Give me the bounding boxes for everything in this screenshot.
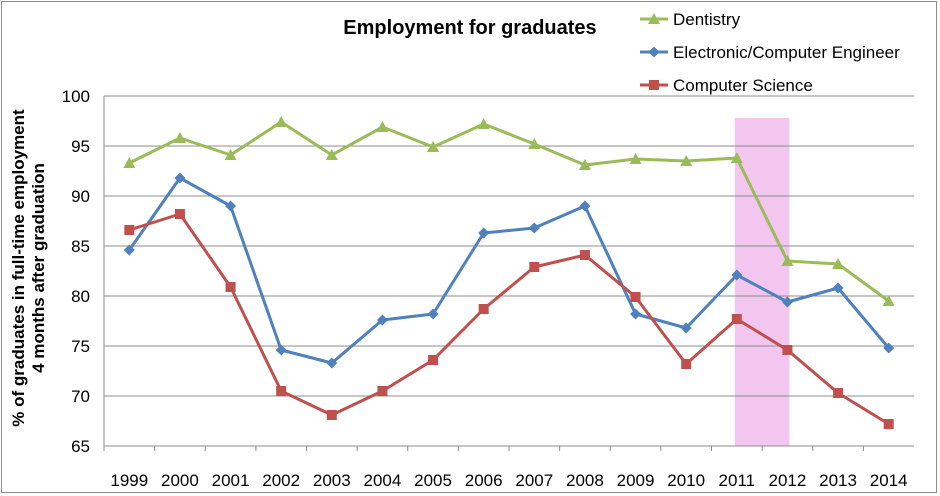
data-point-1 — [275, 344, 287, 356]
x-tick-label: 2003 — [313, 471, 351, 490]
data-point-0 — [882, 295, 895, 306]
x-tick-label: 2006 — [465, 471, 503, 490]
y-tick-label: 65 — [71, 437, 90, 456]
series-line-0 — [128, 120, 890, 303]
x-tick-label: 2001 — [212, 471, 250, 490]
data-point-2 — [225, 282, 236, 292]
data-point-1 — [326, 357, 338, 369]
data-point-0 — [781, 255, 794, 266]
data-point-0 — [832, 258, 845, 269]
y-axis-label-line1: % of graduates in full-time employment — [9, 109, 28, 427]
data-point-0 — [325, 149, 338, 160]
x-tick-label: 2000 — [161, 471, 199, 490]
chart-title: Employment for graduates — [343, 17, 596, 39]
data-point-2 — [579, 250, 590, 260]
data-point-0 — [528, 138, 541, 149]
highlight-band — [734, 118, 790, 446]
legend-label: Computer Science — [673, 76, 813, 95]
data-point-1 — [225, 200, 237, 212]
y-tick-label: 100 — [62, 87, 90, 106]
y-tick-label: 90 — [71, 187, 90, 206]
data-point-2 — [529, 262, 540, 272]
x-tick-label: 2002 — [262, 471, 300, 490]
x-tick-label: 2008 — [566, 471, 604, 490]
data-point-1 — [427, 308, 439, 320]
y-axis-label-line2: 4 months after graduation — [29, 163, 48, 373]
y-tick-label: 70 — [71, 387, 90, 406]
data-point-2 — [731, 314, 742, 324]
data-point-1 — [883, 342, 895, 354]
data-point-2 — [478, 304, 489, 314]
y-tick-label: 85 — [71, 237, 90, 256]
data-point-0 — [123, 157, 136, 168]
x-tick-label: 2013 — [819, 471, 857, 490]
legend-marker — [649, 80, 659, 90]
x-tick-label: 2005 — [414, 471, 452, 490]
data-point-0 — [224, 149, 237, 160]
data-point-0 — [477, 118, 490, 129]
data-point-2 — [124, 225, 135, 235]
data-point-0 — [275, 116, 288, 127]
data-point-2 — [833, 388, 844, 398]
data-point-1 — [630, 308, 642, 320]
data-point-2 — [782, 345, 793, 355]
x-tick-label: 2007 — [515, 471, 553, 490]
series-line-2 — [128, 212, 890, 426]
data-point-0 — [629, 153, 642, 164]
data-point-1 — [528, 222, 540, 234]
x-tick-label: 2011 — [719, 471, 756, 490]
legend-label: Dentistry — [673, 10, 741, 29]
data-point-0 — [578, 159, 591, 170]
series-line-1 — [128, 176, 890, 365]
data-point-2 — [428, 355, 439, 365]
x-tick-label: 2014 — [870, 471, 908, 490]
data-point-1 — [680, 322, 692, 334]
legend-label: Electronic/Computer Engineer — [673, 43, 900, 62]
y-tick-label: 80 — [71, 287, 90, 306]
data-point-0 — [173, 132, 186, 143]
data-point-2 — [377, 386, 388, 396]
data-point-0 — [730, 152, 743, 163]
data-point-1 — [781, 296, 793, 308]
data-point-1 — [478, 227, 490, 239]
legend: Dentistry Electronic/Computer Engineer Com… — [640, 10, 900, 95]
data-point-2 — [630, 292, 641, 302]
data-point-2 — [174, 209, 185, 219]
y-tick-label: 95 — [71, 137, 90, 156]
y-tick-label: 75 — [71, 337, 90, 356]
data-point-1 — [376, 314, 388, 326]
data-point-2 — [276, 386, 287, 396]
x-tick-label: 2010 — [667, 471, 705, 490]
x-tick-label: 1999 — [110, 471, 148, 490]
data-point-1 — [174, 172, 186, 184]
data-point-0 — [427, 141, 440, 152]
data-point-0 — [376, 121, 389, 132]
x-tick-label: 2012 — [769, 471, 807, 490]
legend-marker — [648, 13, 660, 24]
x-tick-label: 2009 — [617, 471, 655, 490]
data-point-1 — [123, 244, 135, 256]
legend-marker — [648, 46, 660, 58]
data-point-2 — [326, 410, 337, 420]
data-point-1 — [832, 282, 844, 294]
x-tick-label: 2004 — [364, 471, 402, 490]
data-point-1 — [731, 269, 743, 281]
data-point-2 — [681, 359, 692, 369]
data-point-0 — [680, 155, 693, 166]
plot-area: 65 70 75 80 85 90 95 100 1999 2000 2001 2002 2003 200… — [62, 87, 914, 490]
data-point-2 — [883, 419, 894, 429]
data-point-1 — [579, 200, 591, 212]
y-axis-label: % of graduates in full-time employment 4… — [9, 109, 48, 427]
